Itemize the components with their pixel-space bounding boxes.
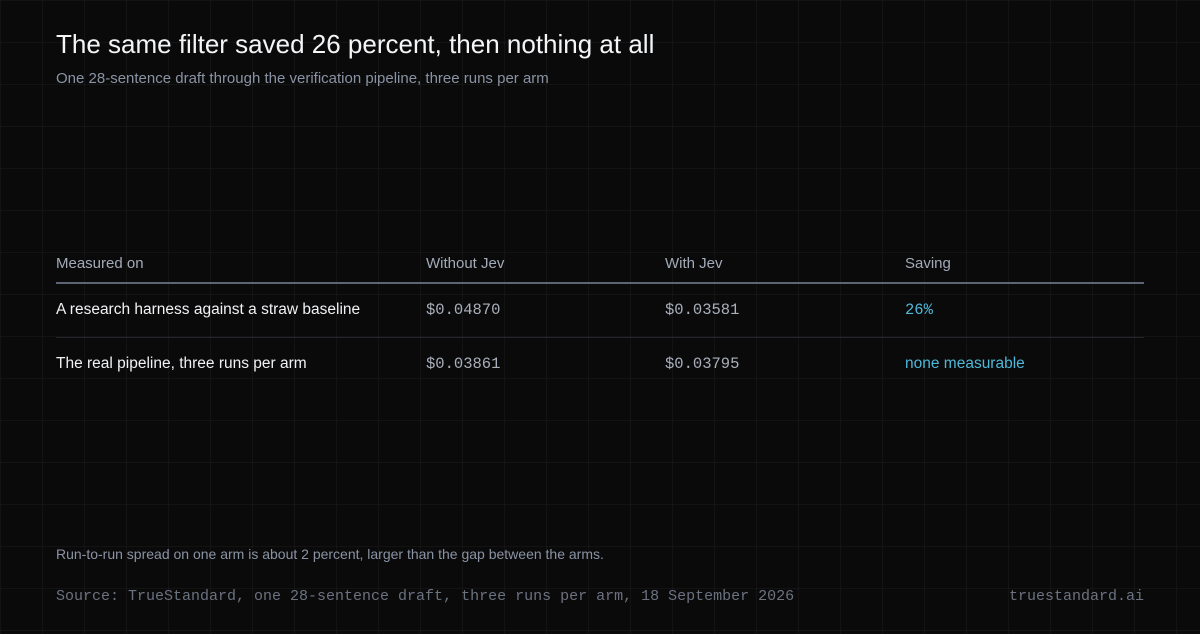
column-header: With Jev	[665, 255, 723, 272]
cell: $0.03861	[426, 355, 501, 373]
column-header: Measured on	[56, 255, 144, 272]
subtitle: One 28-sentence draft through the verifi…	[56, 70, 549, 87]
cell: $0.04870	[426, 301, 501, 319]
header-rule	[56, 282, 1144, 284]
cell: none measurable	[905, 355, 1025, 372]
cell: $0.03581	[665, 301, 740, 319]
column-header: Without Jev	[426, 255, 505, 272]
cell: A research harness against a straw basel…	[56, 301, 361, 318]
row-separator	[56, 337, 1144, 338]
cell: 26%	[905, 301, 933, 319]
cell: $0.03795	[665, 355, 740, 373]
title: The same filter saved 26 percent, then n…	[56, 29, 655, 59]
cell: The real pipeline, three runs per arm	[56, 355, 307, 372]
column-header: Saving	[905, 255, 951, 272]
source: Source: TrueStandard, one 28-sentence dr…	[56, 588, 795, 605]
site: truestandard.ai	[1008, 588, 1144, 605]
note: Run-to-run spread on one arm is about 2 …	[56, 546, 604, 562]
